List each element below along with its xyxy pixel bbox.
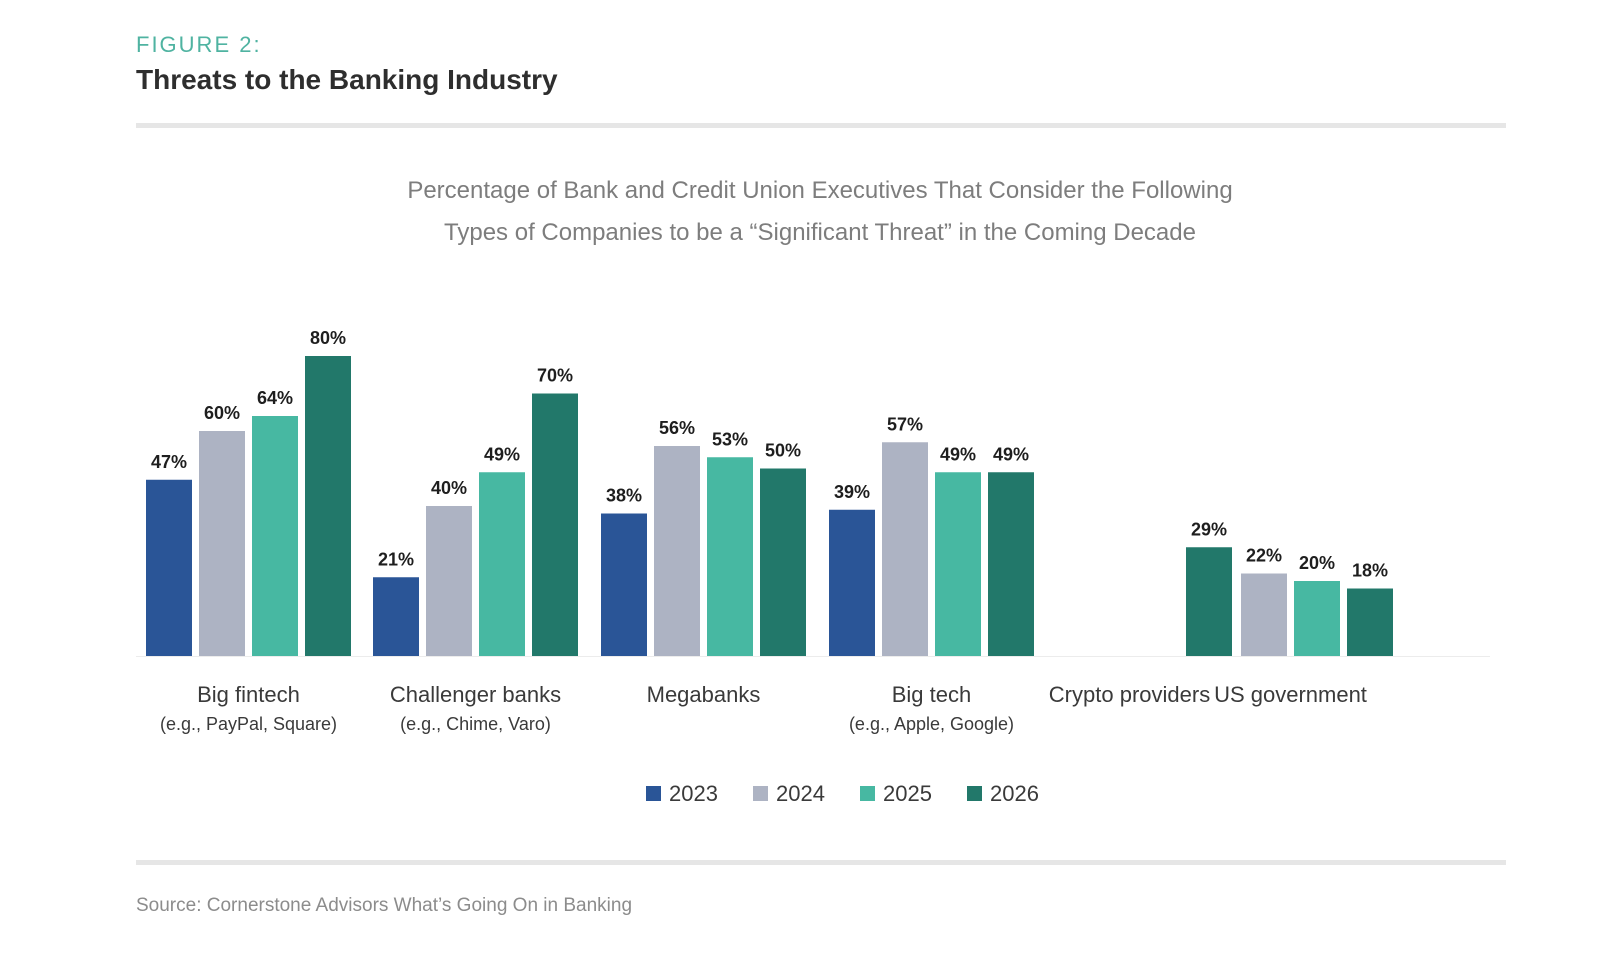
legend-label-2023: 2023 — [669, 781, 718, 806]
bar-2026-4 — [1186, 547, 1232, 656]
bar-2024-0 — [199, 431, 245, 656]
bar-2025-2 — [707, 457, 753, 656]
chart-title-line-2: Types of Companies to be a “Significant … — [444, 219, 1196, 246]
legend-label-2026: 2026 — [990, 781, 1039, 806]
source-note: Source: Cornerstone Advisors What’s Goin… — [136, 895, 633, 916]
data-label-2025-3: 49% — [940, 444, 976, 464]
bar-2024-2 — [654, 446, 700, 656]
category-label-3: Big tech — [892, 682, 972, 707]
category-label-1: Challenger banks — [390, 682, 561, 707]
data-label-2025-5: 20% — [1299, 553, 1335, 573]
data-label-2026-3: 49% — [993, 444, 1029, 464]
legend-swatch-2026 — [967, 786, 982, 801]
data-label-2026-2: 50% — [765, 441, 801, 461]
figure-title: Threats to the Banking Industry — [136, 64, 558, 95]
chart-title-line-1: Percentage of Bank and Credit Union Exec… — [407, 177, 1233, 204]
data-label-2023-1: 21% — [378, 549, 414, 569]
data-label-2026-4: 29% — [1191, 519, 1227, 539]
bar-2026-2 — [760, 468, 806, 656]
bar-2023-0 — [146, 479, 192, 656]
data-label-2024-2: 56% — [659, 418, 695, 438]
data-label-2025-1: 49% — [484, 444, 520, 464]
data-label-2023-2: 38% — [606, 486, 642, 506]
bar-2026-5 — [1347, 588, 1393, 656]
category-sublabel-1: (e.g., Chime, Varo) — [400, 714, 551, 734]
bar-2023-1 — [373, 577, 419, 656]
category-label-0: Big fintech — [197, 682, 300, 707]
data-label-2026-5: 18% — [1352, 561, 1388, 581]
bar-2023-3 — [829, 509, 875, 656]
data-label-2024-1: 40% — [431, 478, 467, 498]
category-label-2: Megabanks — [647, 682, 761, 707]
data-label-2026-1: 70% — [537, 366, 573, 386]
category-sublabel-0: (e.g., PayPal, Square) — [160, 714, 337, 734]
bar-2026-1 — [532, 393, 578, 656]
legend-label-2024: 2024 — [776, 781, 825, 806]
bar-2023-2 — [601, 513, 647, 656]
data-label-2023-0: 47% — [151, 452, 187, 472]
bar-2026-3 — [988, 472, 1034, 656]
category-label-5: US government — [1214, 682, 1367, 707]
legend-label-2025: 2025 — [883, 781, 932, 806]
bar-2025-0 — [252, 416, 298, 656]
data-label-2024-5: 22% — [1246, 546, 1282, 566]
data-label-2024-0: 60% — [204, 403, 240, 423]
data-label-2026-0: 80% — [310, 328, 346, 348]
footer-divider — [136, 860, 1506, 865]
data-label-2023-3: 39% — [834, 482, 870, 502]
bar-2024-5 — [1241, 573, 1287, 656]
bar-2025-1 — [479, 472, 525, 656]
category-sublabel-3: (e.g., Apple, Google) — [849, 714, 1014, 734]
header-divider — [136, 123, 1506, 128]
category-label-4: Crypto providers — [1049, 682, 1210, 707]
data-label-2025-2: 53% — [712, 429, 748, 449]
figure-label: FIGURE 2: — [136, 32, 262, 57]
bar-2026-0 — [305, 356, 351, 656]
legend-swatch-2024 — [753, 786, 768, 801]
legend-swatch-2023 — [646, 786, 661, 801]
data-label-2024-3: 57% — [887, 414, 923, 434]
bar-2024-1 — [426, 506, 472, 656]
bar-2024-3 — [882, 442, 928, 656]
legend-swatch-2025 — [860, 786, 875, 801]
bar-2025-5 — [1294, 581, 1340, 656]
bar-2025-3 — [935, 472, 981, 656]
data-label-2025-0: 64% — [257, 388, 293, 408]
